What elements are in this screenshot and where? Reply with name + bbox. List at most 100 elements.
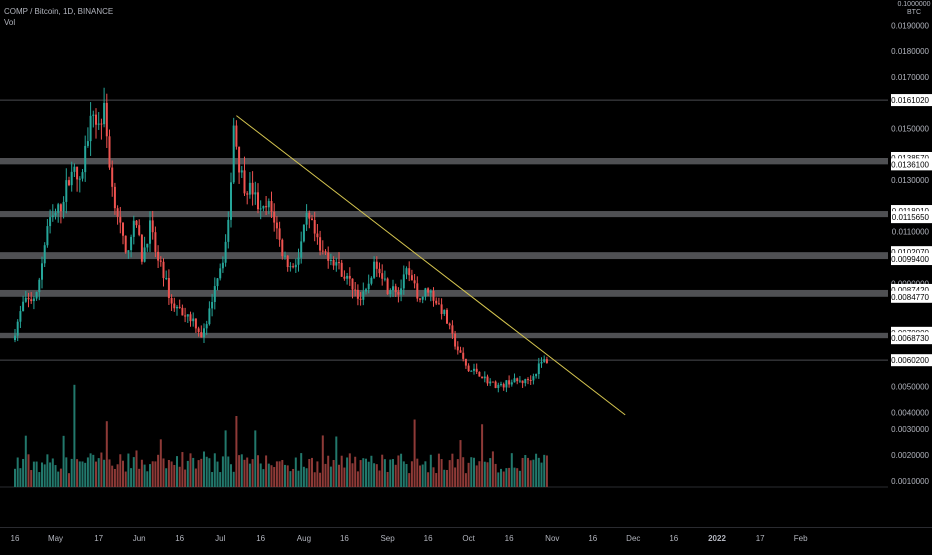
volume-bar	[149, 464, 151, 487]
volume-bar	[381, 454, 384, 487]
volume-bar	[335, 436, 338, 487]
volume-bar	[473, 457, 475, 487]
volume-bar	[78, 461, 81, 487]
time-axis-tick: Jun	[133, 534, 146, 543]
volume-bar	[251, 459, 254, 487]
candle-body	[89, 115, 92, 142]
candle-body	[505, 380, 508, 388]
volume-bar	[127, 453, 130, 487]
candle-body	[254, 192, 257, 195]
candle-body	[194, 318, 197, 329]
candle-body	[235, 125, 238, 147]
volume-bar	[470, 457, 473, 487]
volume-bar	[100, 452, 103, 487]
volume-bar	[205, 456, 208, 487]
volume-bar	[89, 453, 92, 487]
volume-bar	[527, 457, 529, 487]
candle-body	[143, 247, 146, 262]
volume-bar	[254, 430, 257, 487]
volume-bar	[86, 457, 89, 487]
candle-body	[51, 215, 54, 218]
volume-bar	[537, 457, 540, 487]
time-axis-tick: 2022	[708, 534, 726, 543]
volume-bar	[545, 455, 548, 487]
volume-bar	[294, 457, 297, 487]
candle-body	[437, 303, 440, 305]
volume-bar	[41, 462, 43, 487]
time-axis-tick: Nov	[545, 534, 559, 543]
candle-body	[46, 226, 49, 246]
volume-bar	[73, 384, 76, 487]
candle-body	[424, 288, 427, 297]
candle-body	[259, 208, 262, 210]
volume-bar	[424, 461, 427, 487]
time-axis-tick: 16	[11, 534, 20, 543]
volume-axis-tick: 0.0020000	[891, 451, 929, 460]
candle-body	[408, 268, 411, 276]
volume-bar	[489, 458, 492, 487]
candle-body	[170, 298, 173, 304]
volume-bar	[81, 461, 84, 487]
volume-bar	[19, 468, 22, 487]
candle-body	[186, 314, 189, 317]
volume-bar	[43, 464, 46, 487]
candle-body	[459, 350, 462, 353]
candle-body	[232, 125, 235, 183]
candle-body	[135, 220, 138, 226]
volume-bar	[184, 469, 187, 487]
candle-body	[518, 380, 521, 382]
candle-body	[105, 102, 108, 137]
volume-bar	[286, 465, 289, 487]
candle-body	[97, 123, 100, 125]
candle-body	[432, 290, 435, 301]
volume-bar	[321, 435, 324, 487]
volume-bar	[243, 459, 246, 487]
volume-bar	[351, 463, 354, 487]
volume-bar	[189, 453, 192, 487]
candle-body	[332, 260, 335, 266]
volume-bar	[494, 463, 497, 487]
candle-body	[38, 279, 41, 293]
volume-bar	[400, 453, 403, 487]
candle-body	[508, 380, 511, 385]
volume-bar	[224, 430, 227, 487]
volume-bar	[103, 459, 106, 487]
volume-bar	[138, 468, 141, 487]
candle-body	[527, 379, 529, 381]
time-axis-tick: 16	[424, 534, 433, 543]
volume-bar	[132, 457, 135, 487]
volume-bar	[443, 469, 446, 487]
volume-bar	[348, 453, 351, 487]
candle-body	[321, 250, 324, 252]
time-axis-tick: Dec	[626, 534, 640, 543]
volume-bar	[402, 461, 405, 487]
volume-bar	[140, 459, 143, 487]
volume-bar	[421, 464, 424, 487]
candle-body	[24, 297, 27, 302]
volume-bar	[16, 457, 19, 487]
chart-legend[interactable]: COMP / Bitcoin, 1D, BINANCE Vol	[4, 6, 113, 28]
candle-body	[68, 180, 70, 186]
volume-indicator-label[interactable]: Vol	[4, 18, 16, 27]
volume-bar	[275, 461, 278, 487]
volume-bar	[14, 468, 16, 487]
volume-bar	[313, 472, 316, 487]
volume-bar	[378, 470, 381, 487]
candle-body	[59, 204, 62, 212]
volume-bar	[375, 464, 378, 487]
volume-bar	[68, 473, 70, 487]
volume-bar	[300, 453, 303, 487]
volume-bar	[524, 455, 527, 487]
volume-bar	[65, 457, 68, 487]
symbol-title: COMP / Bitcoin, 1D, BINANCE	[4, 7, 114, 16]
volume-bar	[338, 464, 340, 487]
candle-body	[462, 352, 465, 359]
volume-bar	[211, 472, 214, 487]
time-axis-tick: 16	[669, 534, 678, 543]
level-price-label: 0.0084770	[891, 293, 929, 302]
volume-bar	[305, 468, 308, 487]
volume-bar	[297, 470, 300, 487]
volume-bar	[284, 464, 286, 487]
